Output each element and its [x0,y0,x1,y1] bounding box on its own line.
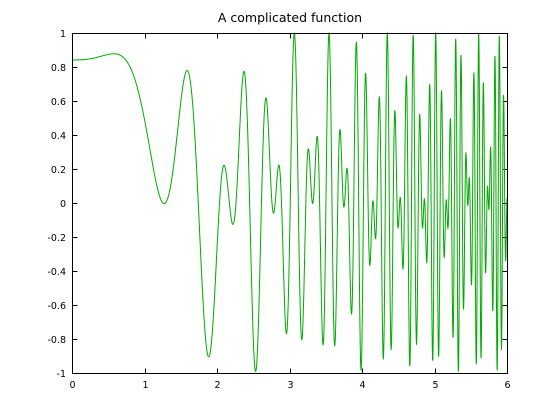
y-tick-label: -0.6 [47,301,66,312]
plot-frame [72,33,508,374]
x-tick-label: 1 [142,380,148,391]
y-tick-label: 0.2 [51,165,66,176]
y-tick-label: -0.4 [47,267,66,278]
y-tick-label: 1 [60,29,66,40]
y-tick-label: -0.8 [47,335,66,346]
y-tick-label: 0.6 [51,97,66,108]
y-tick-label: -0.2 [47,233,66,244]
x-tick-label: 5 [432,380,438,391]
y-tick-label: 0 [60,199,66,210]
x-tick-label: 0 [69,380,75,391]
chart-title: A complicated function [218,10,362,25]
y-tick-label: -1 [57,369,66,380]
x-axis: 0 1 2 3 4 5 6 [69,33,511,391]
series-line [72,31,508,372]
x-tick-label: 4 [359,380,365,391]
y-tick-label: 0.8 [51,63,66,74]
y-tick-label: 0.4 [51,131,66,142]
x-tick-label: 2 [214,380,220,391]
x-tick-label: 6 [504,380,510,391]
y-axis: -1 -0.8 -0.6 -0.4 -0.2 0 0.2 0.4 0.6 0.8 1 [47,29,508,380]
x-tick-label: 3 [287,380,293,391]
